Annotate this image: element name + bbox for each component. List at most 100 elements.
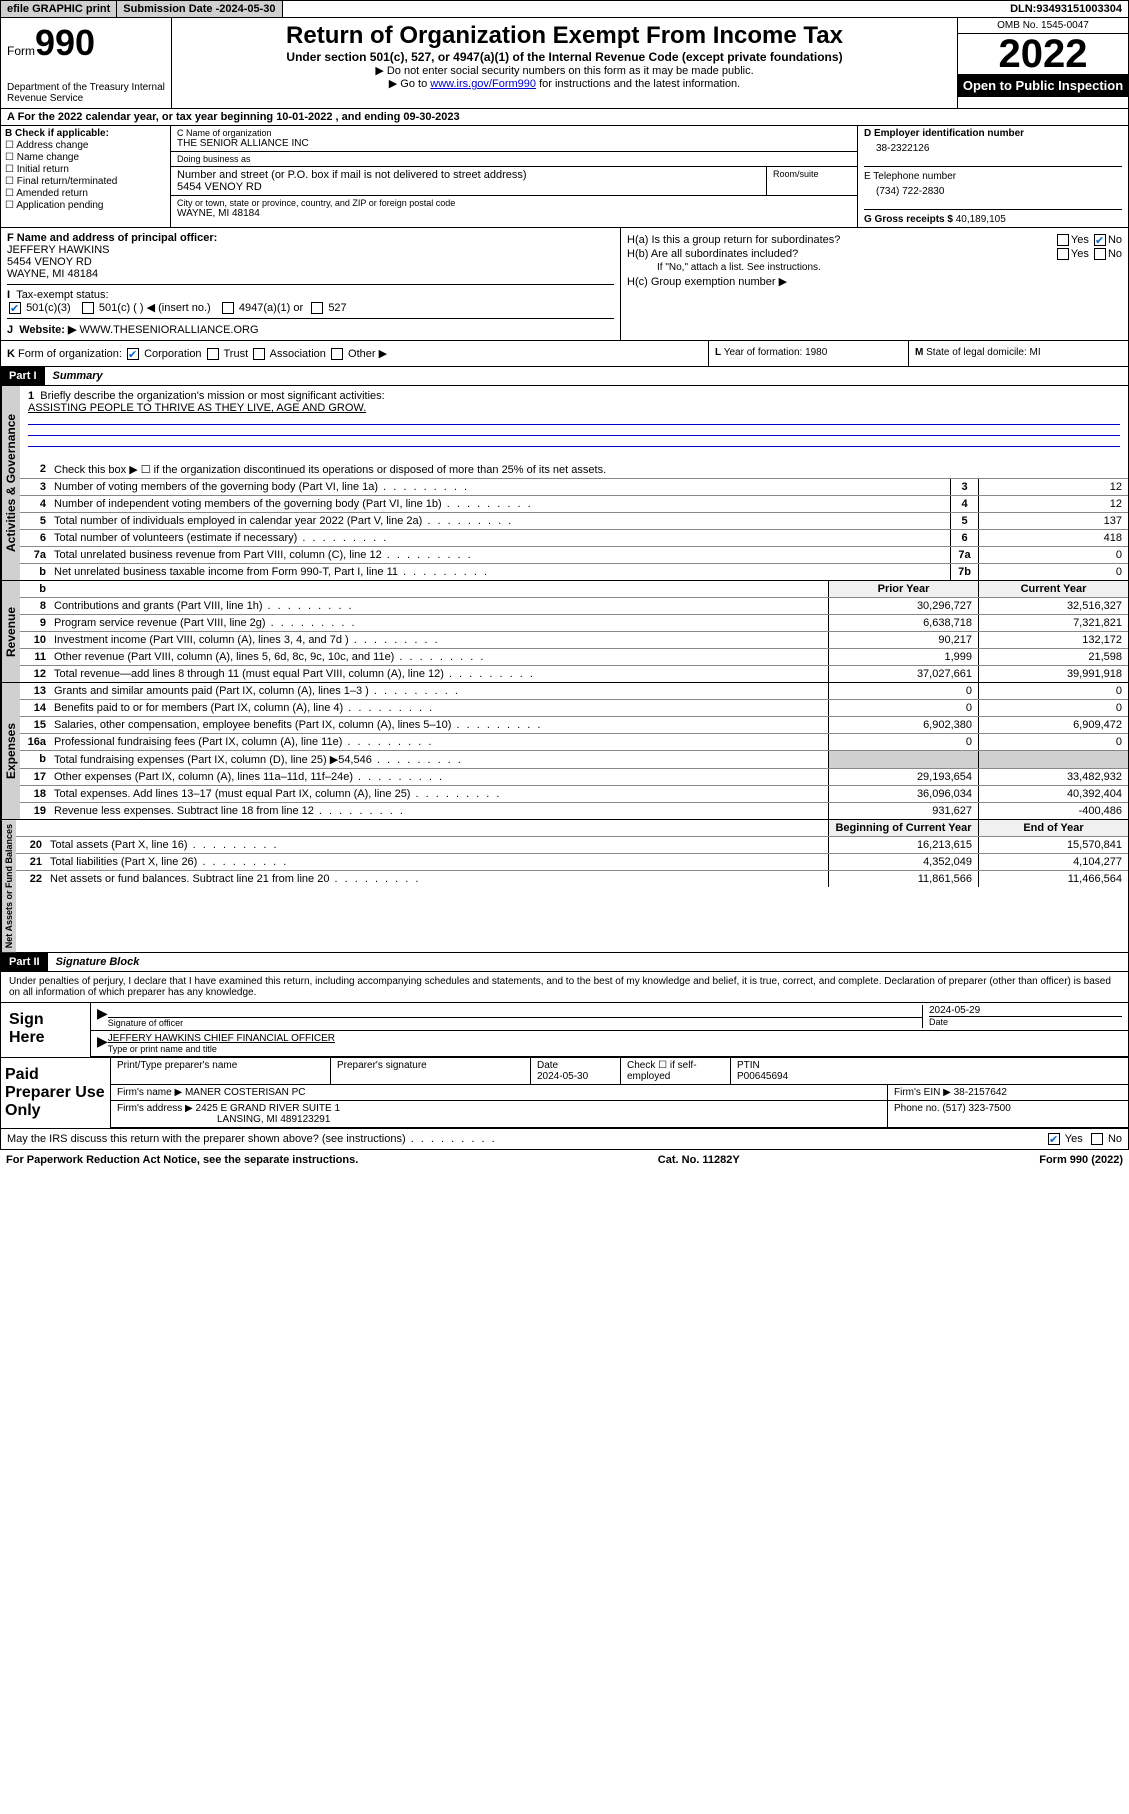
chk-amended[interactable]: ☐ Amended return [5, 188, 166, 199]
tax-year: 2022 [958, 34, 1128, 74]
tab-revenue: Revenue [1, 581, 20, 682]
website: WWW.THESENIORALLIANCE.ORG [79, 324, 258, 336]
preparer-date: 2024-05-30 [537, 1071, 614, 1082]
tab-activities-governance: Activities & Governance [1, 386, 20, 580]
row-klm: K Form of organization: Corporation Trus… [0, 341, 1129, 367]
form-subtitle: Under section 501(c), 527, or 4947(a)(1)… [176, 50, 953, 64]
summary-line: bNet unrelated business taxable income f… [20, 564, 1128, 580]
part1-exp: Expenses 13Grants and similar amounts pa… [0, 683, 1129, 820]
part2-header: Part IISignature Block [0, 953, 1129, 972]
form-number-cell: Form990 Department of the Treasury Inter… [1, 18, 171, 108]
summary-line: 9Program service revenue (Part VIII, lin… [20, 615, 1128, 632]
summary-line: 5Total number of individuals employed in… [20, 513, 1128, 530]
chk-trust[interactable] [207, 348, 219, 360]
col-b-checkboxes: B Check if applicable: ☐ Address change … [1, 126, 171, 227]
summary-line: 19Revenue less expenses. Subtract line 1… [20, 803, 1128, 819]
form-title: Return of Organization Exempt From Incom… [176, 22, 953, 50]
block-bcd: B Check if applicable: ☐ Address change … [0, 126, 1129, 228]
chk-name-change[interactable]: ☐ Name change [5, 152, 166, 163]
chk-hb-no[interactable] [1094, 248, 1106, 260]
chk-hb-yes[interactable] [1057, 248, 1069, 260]
chk-4947[interactable] [222, 302, 234, 314]
efile-print-button[interactable]: efile GRAPHIC print [1, 1, 117, 17]
row-a-taxyear: A For the 2022 calendar year, or tax yea… [0, 109, 1129, 126]
summary-line: 17Other expenses (Part IX, column (A), l… [20, 769, 1128, 786]
org-street: 5454 VENOY RD [177, 181, 760, 193]
chk-assoc[interactable] [253, 348, 265, 360]
form-title-cell: Return of Organization Exempt From Incom… [171, 18, 958, 108]
chk-other[interactable] [331, 348, 343, 360]
dln: DLN: 93493151003304 [1004, 1, 1128, 17]
submission-date: Submission Date - 2024-05-30 [117, 1, 282, 17]
summary-line: 13Grants and similar amounts paid (Part … [20, 683, 1128, 700]
summary-line: 6Total number of volunteers (estimate if… [20, 530, 1128, 547]
telephone: (734) 722-2830 [864, 182, 1122, 205]
col-f-officer: F Name and address of principal officer:… [1, 228, 621, 340]
org-city: WAYNE, MI 48184 [177, 208, 851, 219]
part1-ag: Activities & Governance 1 Briefly descri… [0, 386, 1129, 581]
summary-line: 10Investment income (Part VIII, column (… [20, 632, 1128, 649]
ptin: P00645694 [737, 1071, 1122, 1082]
col-d-ein: D Employer identification number 38-2322… [858, 126, 1128, 227]
year-cell: OMB No. 1545-0047 2022 Open to Public In… [958, 18, 1128, 108]
summary-line: 16aProfessional fundraising fees (Part I… [20, 734, 1128, 751]
irs-link[interactable]: www.irs.gov/Form990 [430, 78, 536, 90]
summary-line: 15Salaries, other compensation, employee… [20, 717, 1128, 734]
part1-rev: Revenue bPrior YearCurrent Year 8Contrib… [0, 581, 1129, 683]
part1-header: Part ISummary [0, 367, 1129, 386]
summary-line: 22Net assets or fund balances. Subtract … [16, 871, 1128, 887]
form-header: Form990 Department of the Treasury Inter… [0, 18, 1129, 109]
chk-527[interactable] [311, 302, 323, 314]
open-public: Open to Public Inspection [958, 74, 1128, 97]
col-h-group: H(a) Is this a group return for subordin… [621, 228, 1128, 340]
summary-line: 11Other revenue (Part VIII, column (A), … [20, 649, 1128, 666]
dept-label: Department of the Treasury Internal Reve… [7, 82, 165, 104]
firm-name: MANER COSTERISAN PC [185, 1087, 306, 1098]
chk-ha-no[interactable] [1094, 234, 1106, 246]
perjury-declaration: Under penalties of perjury, I declare th… [1, 972, 1128, 1002]
firm-addr: 2425 E GRAND RIVER SUITE 1 [196, 1103, 341, 1114]
summary-line: 18Total expenses. Add lines 13–17 (must … [20, 786, 1128, 803]
firm-ein: 38-2157642 [954, 1087, 1007, 1098]
chk-final-return[interactable]: ☐ Final return/terminated [5, 176, 166, 187]
officer-name: JEFFERY HAWKINS [7, 244, 614, 256]
chk-discuss-no[interactable] [1091, 1133, 1103, 1145]
officer-sig-date: 2024-05-29 [929, 1005, 980, 1016]
chk-address-change[interactable]: ☐ Address change [5, 140, 166, 151]
signature-block: Under penalties of perjury, I declare th… [0, 972, 1129, 1150]
chk-pending[interactable]: ☐ Application pending [5, 200, 166, 211]
chk-initial-return[interactable]: ☐ Initial return [5, 164, 166, 175]
summary-line: 4Number of independent voting members of… [20, 496, 1128, 513]
summary-line: 14Benefits paid to or for members (Part … [20, 700, 1128, 717]
tab-expenses: Expenses [1, 683, 20, 819]
summary-line: 7aTotal unrelated business revenue from … [20, 547, 1128, 564]
summary-line: 20Total assets (Part X, line 16)16,213,6… [16, 837, 1128, 854]
note-ssn: ▶ Do not enter social security numbers o… [176, 64, 953, 77]
chk-ha-yes[interactable] [1057, 234, 1069, 246]
state-domicile: MI [1030, 347, 1041, 358]
chk-501c3[interactable] [9, 302, 21, 314]
summary-line: 21Total liabilities (Part X, line 26)4,3… [16, 854, 1128, 871]
block-fgh: F Name and address of principal officer:… [0, 228, 1129, 341]
tab-net-assets: Net Assets or Fund Balances [1, 820, 16, 952]
chk-discuss-yes[interactable] [1048, 1133, 1060, 1145]
officer-printed-name: JEFFERY HAWKINS CHIEF FINANCIAL OFFICER [108, 1033, 335, 1044]
summary-line: 8Contributions and grants (Part VIII, li… [20, 598, 1128, 615]
paid-preparer-label: Paid Preparer Use Only [1, 1058, 111, 1128]
topbar: efile GRAPHIC print Submission Date - 20… [0, 0, 1129, 18]
summary-line: 3Number of voting members of the governi… [20, 479, 1128, 496]
ein-value: 38-2322126 [864, 139, 1122, 162]
org-name: THE SENIOR ALLIANCE INC [177, 138, 851, 149]
page-footer: For Paperwork Reduction Act Notice, see … [0, 1150, 1129, 1170]
part1-net: Net Assets or Fund Balances Beginning of… [0, 820, 1129, 953]
mission-text: ASSISTING PEOPLE TO THRIVE AS THEY LIVE,… [28, 402, 366, 414]
col-c-orginfo: C Name of organization THE SENIOR ALLIAN… [171, 126, 858, 227]
note-link: ▶ Go to www.irs.gov/Form990 for instruct… [176, 77, 953, 90]
sign-here-label: Sign Here [1, 1003, 91, 1057]
firm-phone: (517) 323-7500 [942, 1103, 1010, 1114]
year-formation: 1980 [805, 347, 827, 358]
gross-receipts: 40,189,105 [956, 214, 1006, 225]
summary-line: 12Total revenue—add lines 8 through 11 (… [20, 666, 1128, 682]
chk-501c[interactable] [82, 302, 94, 314]
chk-corp[interactable] [127, 348, 139, 360]
